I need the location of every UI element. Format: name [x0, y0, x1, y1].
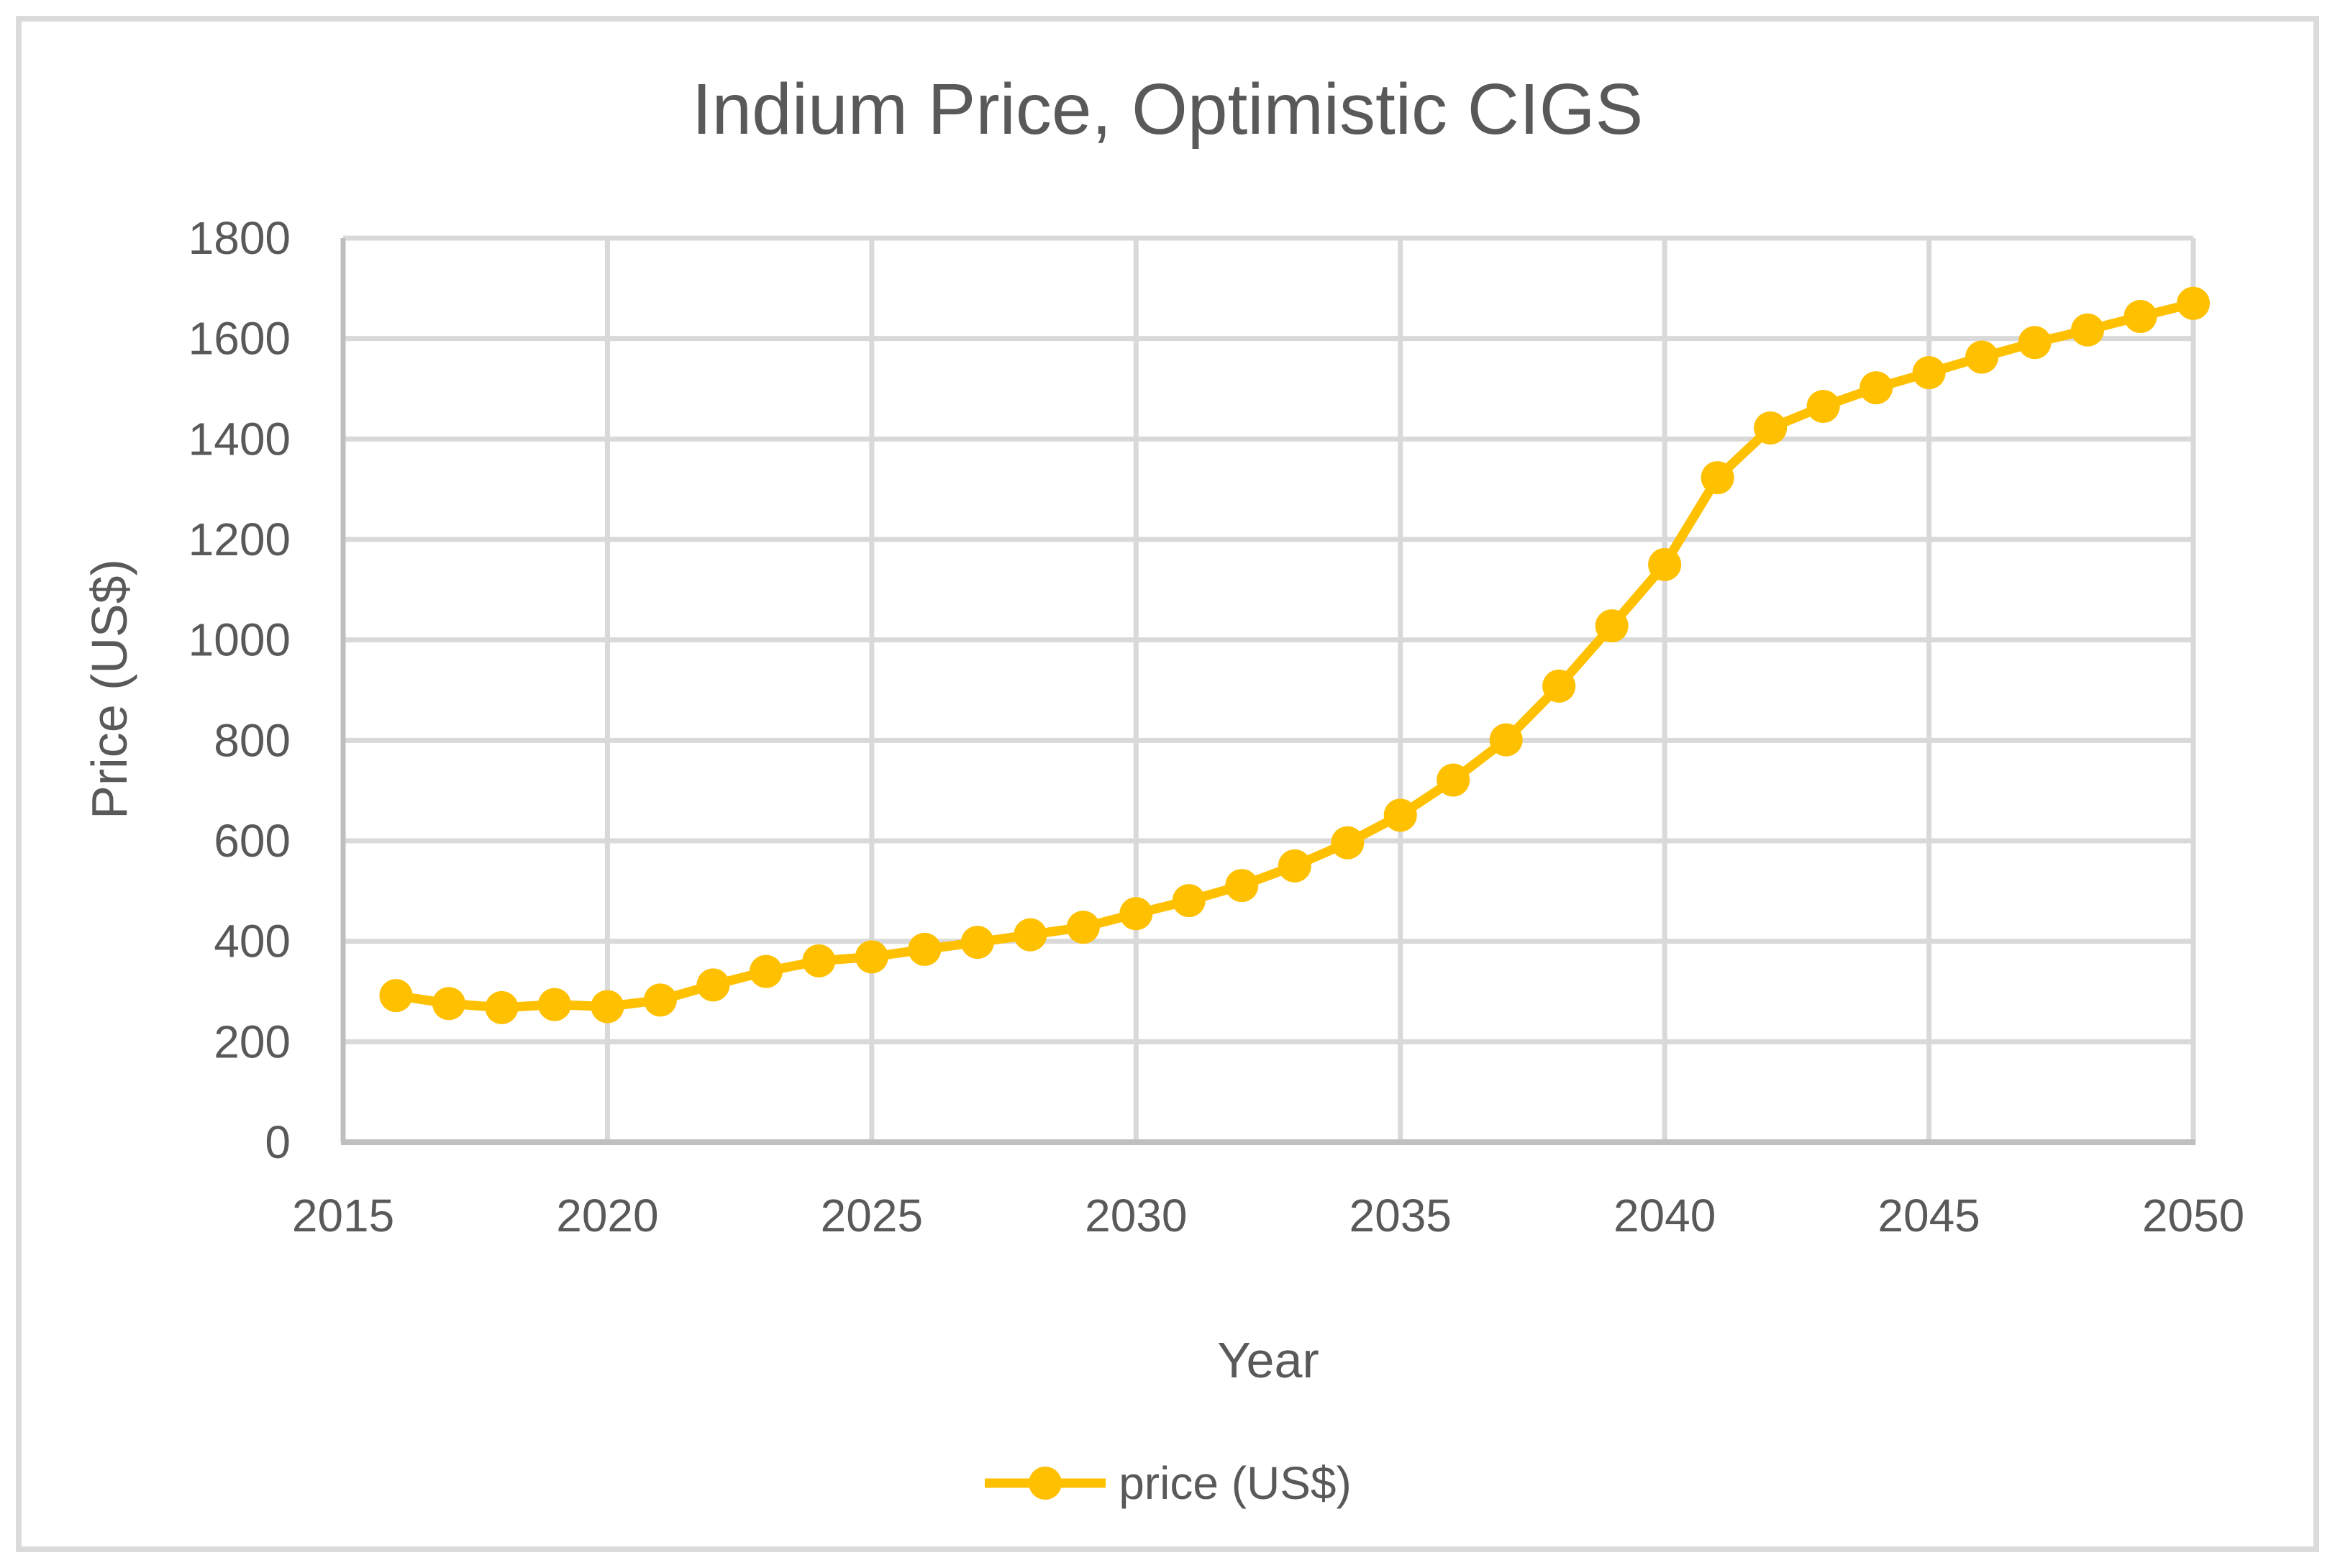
data-point-2033	[1278, 849, 1311, 883]
data-point-2024	[802, 944, 836, 977]
x-tick-label-2045: 2045	[1877, 1190, 1980, 1241]
x-axis-title: Year	[1217, 1332, 1319, 1388]
data-point-2029	[1066, 911, 1100, 944]
data-point-2022	[696, 968, 730, 1002]
y-tick-label-0: 0	[265, 1116, 291, 1168]
data-point-2025	[855, 940, 888, 974]
data-point-2027	[960, 926, 994, 960]
data-point-2040	[1648, 547, 1682, 581]
data-point-2044	[1860, 371, 1893, 405]
legend-label: price (US$)	[1119, 1457, 1352, 1509]
x-tick-label-2040: 2040	[1613, 1190, 1716, 1241]
series-line-price-US-	[391, 298, 2198, 1013]
data-point-2017	[432, 987, 465, 1021]
data-point-2047	[2018, 326, 2052, 360]
data-point-2030	[1119, 897, 1153, 931]
y-tick-label-1800: 1800	[188, 212, 291, 264]
y-tick-label-1400: 1400	[188, 413, 291, 465]
data-point-2036	[1437, 763, 1470, 797]
axis-layer	[340, 238, 2195, 1145]
data-point-2039	[1595, 609, 1629, 643]
data-point-2045	[1912, 356, 1946, 390]
data-point-2018	[485, 990, 519, 1024]
data-point-2021	[643, 983, 677, 1017]
data-point-2016	[379, 979, 413, 1013]
data-point-2034	[1331, 826, 1365, 860]
x-tick-label-2035: 2035	[1349, 1190, 1452, 1241]
x-tick-label-2025: 2025	[821, 1190, 923, 1241]
data-point-2031	[1172, 884, 1206, 918]
data-point-2020	[591, 990, 624, 1024]
data-point-2035	[1383, 798, 1417, 832]
data-point-2037	[1489, 723, 1523, 757]
x-tick-label-2020: 2020	[556, 1190, 658, 1241]
data-point-2043	[1806, 389, 1840, 423]
data-point-2032	[1225, 869, 1259, 903]
y-tick-label-1000: 1000	[188, 614, 291, 666]
tick-label-layer: 2015 2020 2025 2030 2035 2040 2045 2050 0 200 400 6…	[188, 212, 2245, 1241]
x-tick-label-2030: 2030	[1085, 1190, 1187, 1241]
data-point-2023	[749, 954, 783, 988]
data-point-2042	[1754, 411, 1788, 445]
legend-marker-icon	[1029, 1467, 1062, 1500]
y-axis-title: Price (US$)	[81, 559, 137, 819]
data-point-2041	[1701, 461, 1734, 495]
chart-title: Indium Price, Optimistic CIGS	[691, 69, 1644, 150]
y-tick-label-600: 600	[214, 815, 291, 867]
legend: price (US$)	[0, 1451, 2335, 1515]
data-point-2038	[1542, 669, 1576, 703]
data-point-2026	[908, 932, 942, 966]
series-layer	[379, 286, 2210, 1024]
data-point-2019	[537, 988, 571, 1021]
data-point-2049	[2124, 299, 2157, 333]
y-tick-label-400: 400	[214, 916, 291, 967]
legend-key-sample	[985, 1467, 1106, 1500]
y-tick-label-1200: 1200	[188, 514, 291, 565]
y-tick-label-1600: 1600	[188, 313, 291, 365]
y-tick-label-800: 800	[214, 714, 291, 766]
data-point-2028	[1014, 918, 1047, 952]
data-point-2050	[2177, 286, 2210, 320]
y-tick-label-200: 200	[214, 1016, 291, 1067]
x-tick-label-2050: 2050	[2142, 1190, 2244, 1241]
data-point-2048	[2071, 313, 2105, 347]
data-point-2046	[1965, 340, 1999, 374]
x-tick-label-2015: 2015	[292, 1190, 394, 1241]
